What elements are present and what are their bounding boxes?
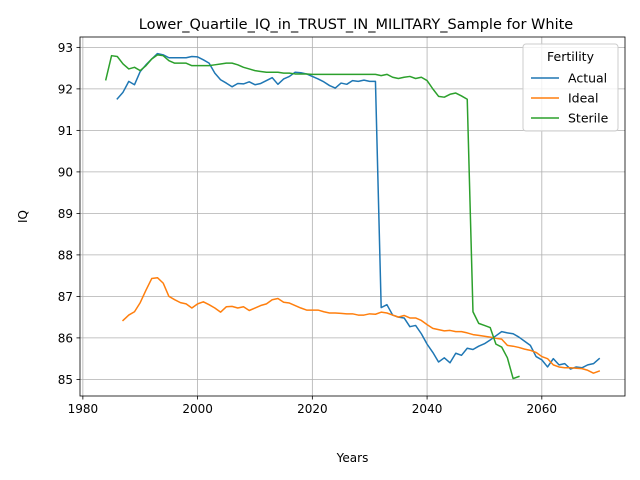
y-tick-label: 93 xyxy=(58,41,73,55)
y-tick-label: 92 xyxy=(58,82,73,96)
x-tick-label: 2020 xyxy=(297,402,328,416)
plot-frame xyxy=(79,36,626,397)
series-line-sterile xyxy=(104,54,520,380)
legend-label-ideal: Ideal xyxy=(568,91,598,106)
grid xyxy=(80,37,625,396)
series-line-ideal xyxy=(121,276,601,374)
y-axis-title: IQ xyxy=(16,210,30,223)
legend: Fertility Actual Ideal Sterile xyxy=(522,43,619,132)
legend-label-actual: Actual xyxy=(568,71,607,86)
axis-ticks: 1980 2000 2020 2040 2060 85 86 87 88 89 90 91 92 93 xyxy=(58,41,557,416)
y-tick-label: 87 xyxy=(58,290,73,304)
legend-box xyxy=(522,43,619,132)
y-tick-label: 89 xyxy=(58,207,73,221)
x-axis-title: Years xyxy=(336,451,369,465)
legend-label-sterile: Sterile xyxy=(568,111,609,126)
x-tick-label: 2040 xyxy=(412,402,443,416)
series-lines xyxy=(104,52,601,380)
legend-title: Fertility xyxy=(547,49,595,64)
legend-entries: Actual Ideal Sterile xyxy=(531,71,609,126)
y-tick-label: 90 xyxy=(58,165,73,179)
x-tick-label: 1980 xyxy=(68,402,99,416)
series-line-actual xyxy=(116,52,601,370)
chart-title: Lower_Quartile_IQ_in_TRUST_IN_MILITARY_S… xyxy=(139,17,573,33)
x-tick-label: 2000 xyxy=(182,402,213,416)
x-tick-label: 2060 xyxy=(527,402,558,416)
y-tick-label: 85 xyxy=(58,373,73,387)
y-tick-label: 86 xyxy=(58,331,73,345)
y-tick-label: 91 xyxy=(58,124,73,138)
y-tick-label: 88 xyxy=(58,248,73,262)
